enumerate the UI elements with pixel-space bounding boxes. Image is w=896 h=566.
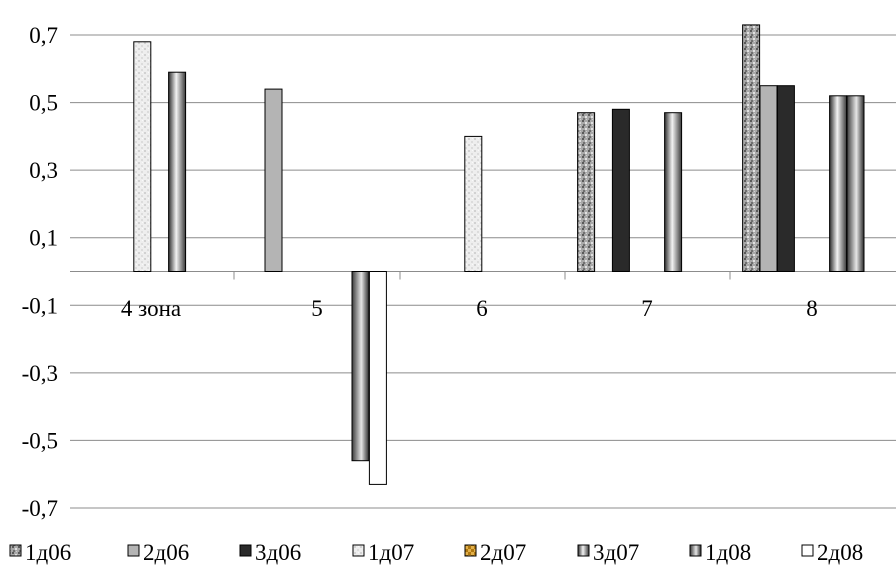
legend-swatch [352,544,365,557]
bar-1д06 [742,24,761,273]
legend-item: 1д08 [689,540,751,565]
category-label: 5 [311,296,323,321]
y-tick-label: 0,5 [29,91,58,116]
bar-1д08 [351,271,370,462]
legend-label: 1д06 [25,540,71,565]
legend-swatch [801,544,814,557]
legend-swatch [577,544,590,557]
y-tick-label: -0,1 [22,293,58,318]
legend-swatch [239,544,252,557]
bar-3д06 [776,85,795,272]
category-label: 7 [641,296,653,321]
legend-item: 3д06 [239,540,301,565]
legend-item: 2д08 [801,540,863,565]
legend-item: 1д07 [352,540,414,565]
legend-swatch [9,544,22,557]
legend-label: 1д08 [705,540,751,565]
bars [133,24,865,485]
legend: 1д06 2д06 3д06 1д07 2д07 3д07 1д08 2д08 [9,540,863,565]
category-label: 8 [806,296,818,321]
gridlines [70,34,896,509]
bar-2д06 [264,88,283,272]
legend-swatch [464,544,477,557]
legend-label: 2д07 [480,540,526,565]
y-tick-label: -0,5 [22,428,58,453]
bar-3д07 [168,71,187,272]
y-tick-label: 0,1 [29,226,58,251]
legend-item: 2д07 [464,540,526,565]
legend-label: 1д07 [368,540,414,565]
y-tick-label: 0,3 [29,158,58,183]
legend-swatch [127,544,140,557]
y-axis-ticks: 0,7 0,5 0,3 0,1 -0,1 -0,3 -0,5 -0,7 [22,23,58,521]
bar-2д06 [759,85,778,272]
legend-label: 3д06 [255,540,301,565]
y-tick-label: -0,3 [22,361,58,386]
bar-2д08 [368,271,387,485]
legend-label: 2д08 [817,540,863,565]
bar-3д06 [611,108,630,272]
bar-1д08 [846,95,865,272]
legend-item: 2д06 [127,540,189,565]
bar-3д07 [829,95,848,272]
category-labels: 4 зона 5 6 7 8 [121,296,818,321]
bar-1д06 [577,112,596,272]
y-tick-label: 0,7 [29,23,58,48]
legend-swatch [689,544,702,557]
bar-3д07 [664,112,683,272]
y-tick-label: -0,7 [22,496,58,521]
category-label: 4 зона [121,296,181,321]
legend-label: 2д06 [143,540,189,565]
category-label: 6 [476,296,488,321]
bar-1д07 [464,135,483,272]
legend-item: 3д07 [577,540,639,565]
legend-item: 1д06 [9,540,71,565]
legend-label: 3д07 [593,540,639,565]
bar-1д07 [133,41,152,272]
